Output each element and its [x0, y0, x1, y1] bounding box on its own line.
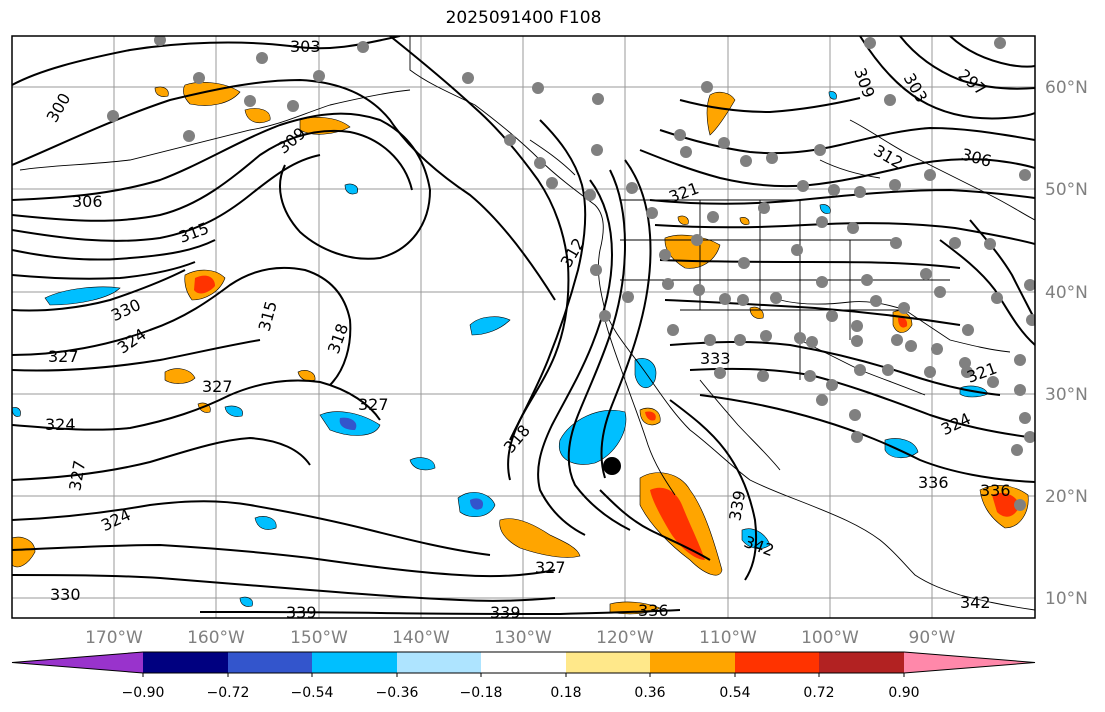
colorbar-extend-high: [904, 652, 1035, 673]
contours: [12, 36, 1035, 616]
svg-text:0.54: 0.54: [719, 685, 750, 701]
colorbar-tick-labels: −0.90 −0.72 −0.54 −0.36 −0.18 0.18 0.36 …: [122, 685, 920, 701]
svg-text:306: 306: [72, 192, 103, 211]
svg-text:0.90: 0.90: [888, 685, 919, 701]
svg-text:100°W: 100°W: [801, 628, 859, 648]
svg-text:339: 339: [490, 603, 521, 622]
svg-text:330: 330: [50, 585, 81, 604]
svg-text:130°W: 130°W: [494, 628, 552, 648]
colorbar: [11, 651, 1036, 677]
colorbar-segment: [228, 652, 312, 673]
svg-text:−0.54: −0.54: [291, 685, 334, 701]
svg-text:−0.18: −0.18: [460, 685, 503, 701]
latitude-labels: 60°N 50°N 40°N 30°N 20°N 10°N: [1045, 78, 1088, 609]
colorbar-segment: [566, 652, 650, 673]
svg-text:−0.90: −0.90: [122, 685, 165, 701]
svg-text:0.36: 0.36: [634, 685, 665, 701]
svg-text:170°W: 170°W: [85, 628, 143, 648]
svg-text:336: 336: [980, 481, 1011, 500]
svg-text:140°W: 140°W: [392, 628, 450, 648]
svg-text:120°W: 120°W: [596, 628, 654, 648]
svg-text:342: 342: [960, 593, 991, 612]
svg-text:327: 327: [358, 395, 389, 414]
station-dots: [107, 36, 1035, 511]
svg-text:60°N: 60°N: [1045, 78, 1088, 98]
colorbar-segment: [481, 652, 566, 673]
svg-text:150°W: 150°W: [290, 628, 348, 648]
colorbar-segment: [143, 652, 228, 673]
svg-text:10°N: 10°N: [1045, 589, 1088, 609]
svg-text:333: 333: [700, 349, 731, 368]
svg-text:40°N: 40°N: [1045, 283, 1088, 303]
svg-text:327: 327: [535, 558, 566, 577]
svg-text:336: 336: [638, 601, 669, 620]
map-title: 2025091400 F108: [445, 8, 602, 28]
svg-text:0.72: 0.72: [803, 685, 834, 701]
svg-text:−0.36: −0.36: [376, 685, 419, 701]
svg-text:324: 324: [45, 415, 76, 434]
colorbar-segment: [650, 652, 735, 673]
svg-text:30°N: 30°N: [1045, 385, 1088, 405]
colorbar-extend-low: [12, 652, 143, 673]
colorbar-segment: [312, 652, 397, 673]
longitude-labels: 170°W 160°W 150°W 140°W 130°W 120°W 110°…: [85, 628, 956, 648]
colorbar-segment: [819, 652, 904, 673]
svg-text:−0.72: −0.72: [207, 685, 250, 701]
plot-frame: [11, 35, 1036, 619]
colorbar-segment: [397, 652, 481, 673]
svg-text:327: 327: [48, 347, 79, 366]
svg-text:110°W: 110°W: [699, 628, 757, 648]
svg-text:160°W: 160°W: [187, 628, 245, 648]
svg-text:336: 336: [918, 473, 949, 492]
colorbar-segment: [735, 652, 819, 673]
svg-text:327: 327: [202, 377, 233, 396]
plot-area: 303 300 309 306 315 312 321 330 324 327 …: [12, 36, 1035, 622]
svg-text:90°W: 90°W: [909, 628, 956, 648]
svg-text:0.18: 0.18: [550, 685, 581, 701]
svg-text:50°N: 50°N: [1045, 180, 1088, 200]
svg-text:20°N: 20°N: [1045, 487, 1088, 507]
svg-text:339: 339: [286, 603, 317, 622]
storm-center-marker: [603, 457, 621, 475]
svg-text:303: 303: [290, 37, 321, 56]
